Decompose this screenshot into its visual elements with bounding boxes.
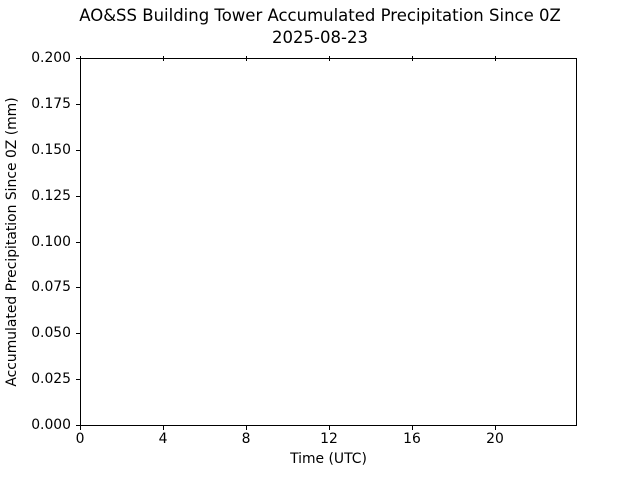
- y-tick-mark: [76, 287, 80, 288]
- y-tick-label: 0.125: [31, 188, 71, 204]
- top-tick-mark: [246, 56, 247, 61]
- top-tick-mark: [80, 56, 81, 61]
- x-tick-mark: [80, 426, 81, 430]
- x-axis-label: Time (UTC): [290, 451, 367, 467]
- x-tick-label: 4: [158, 431, 168, 447]
- top-tick-mark: [329, 56, 330, 61]
- x-tick-mark: [329, 426, 330, 430]
- x-tick-mark: [495, 426, 496, 430]
- x-tick-label: 16: [403, 431, 421, 447]
- top-tick-mark: [412, 56, 413, 61]
- chart-title-line-2: 2025-08-23: [272, 28, 368, 47]
- y-tick-mark: [76, 150, 80, 151]
- y-tick-mark: [76, 196, 80, 197]
- y-tick-label: 0.050: [31, 325, 71, 341]
- x-tick-label: 20: [486, 431, 504, 447]
- plot-area: [80, 58, 577, 426]
- y-tick-mark: [76, 379, 80, 380]
- x-tick-mark: [412, 426, 413, 430]
- y-tick-mark: [76, 425, 80, 426]
- top-tick-mark: [163, 56, 164, 61]
- y-tick-label: 0.025: [31, 371, 71, 387]
- chart-title-line-1: AO&SS Building Tower Accumulated Precipi…: [79, 6, 561, 25]
- y-axis-label: Accumulated Precipitation Since 0Z (mm): [4, 97, 20, 387]
- top-tick-mark: [495, 56, 496, 61]
- y-tick-mark: [76, 333, 80, 334]
- x-tick-mark: [163, 426, 164, 430]
- y-tick-label: 0.200: [31, 50, 71, 66]
- y-tick-mark: [76, 104, 80, 105]
- y-tick-label: 0.000: [31, 417, 71, 433]
- x-tick-label: 0: [75, 431, 85, 447]
- x-tick-label: 8: [241, 431, 251, 447]
- y-tick-label: 0.150: [31, 142, 71, 158]
- y-tick-mark: [76, 242, 80, 243]
- x-tick-label: 12: [320, 431, 338, 447]
- y-tick-mark: [76, 58, 80, 59]
- y-tick-label: 0.175: [31, 96, 71, 112]
- y-tick-label: 0.100: [31, 234, 71, 250]
- x-tick-mark: [246, 426, 247, 430]
- y-tick-label: 0.075: [31, 279, 71, 295]
